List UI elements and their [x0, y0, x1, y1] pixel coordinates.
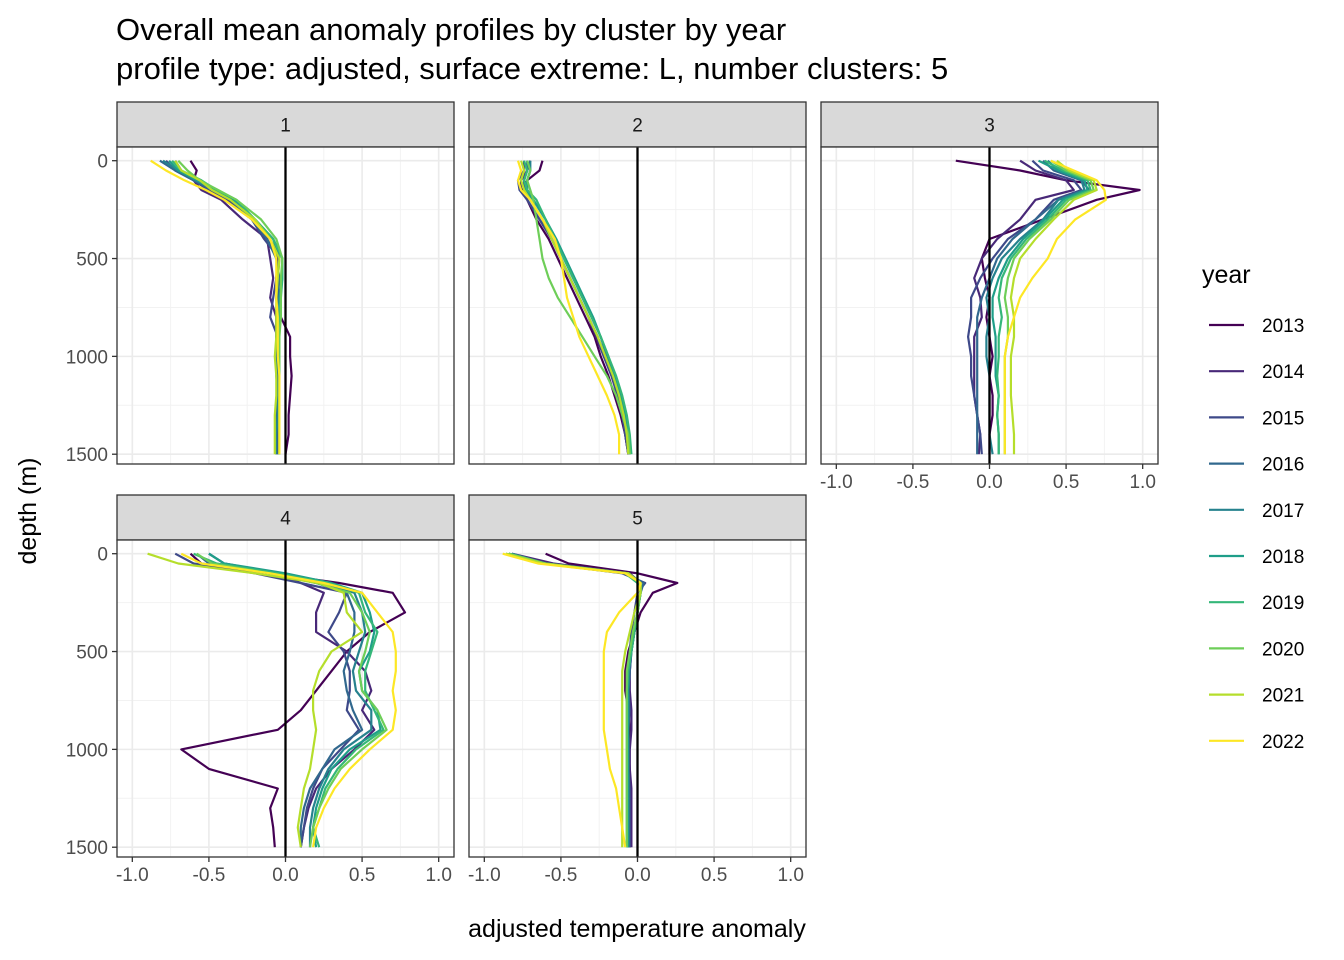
series-line-2021	[147, 552, 364, 848]
facet-panel-4: 4 0 500 1000 1500 -1.0 -0.5 0.0 0.5 1.0	[66, 494, 455, 886]
y-tick-label: 1500	[66, 445, 108, 466]
series-line-2022	[150, 159, 281, 455]
facet-panel-5: 5 -1.0 -0.5 0.0 0.5 1.0	[468, 494, 807, 886]
y-tick-label: 1000	[66, 347, 108, 368]
legend-label-2014: 2014	[1262, 362, 1305, 383]
series-line-2015	[174, 552, 361, 848]
series-line-2019	[996, 159, 1092, 455]
y-tick-label: 500	[76, 643, 108, 664]
legend: year 2013 2014 2015 2016 2017 2018 2019 2020 202…	[1202, 261, 1305, 753]
facet-strip-label: 3	[984, 116, 995, 137]
facet-panels: 1 0 500 1000 1500 2 3 -1.0 -0.5 0.0 0.5 1.0 4 0 500 100…	[66, 101, 1159, 886]
panel-border	[468, 146, 807, 465]
series-line-2021	[1009, 159, 1098, 455]
x-tick-label: -0.5	[193, 865, 226, 886]
legend-label-2020: 2020	[1262, 639, 1304, 660]
x-tick-label: 1.0	[777, 865, 803, 886]
chart-subtitle: profile type: adjusted, surface extreme:…	[116, 51, 948, 86]
x-tick-label: -1.0	[820, 472, 853, 493]
x-tick-label: 1.0	[425, 865, 451, 886]
series-line-2022	[1003, 159, 1108, 455]
facet-strip-label: 1	[280, 116, 291, 137]
series-line-2020	[526, 160, 631, 455]
x-tick-label: 1.0	[1129, 472, 1155, 493]
x-tick-label: 0.0	[624, 865, 650, 886]
x-tick-label: -0.5	[545, 865, 578, 886]
series-line-2022	[180, 552, 397, 848]
facet-strip-label: 5	[632, 509, 643, 530]
x-tick-label: 0.0	[272, 865, 298, 886]
legend-label-2022: 2022	[1262, 732, 1304, 753]
y-tick-label: 1500	[66, 838, 108, 859]
legend-label-2018: 2018	[1262, 547, 1304, 568]
series-line-2015	[966, 159, 1083, 455]
legend-label-2021: 2021	[1262, 686, 1304, 707]
y-axis-title: depth (m)	[14, 458, 42, 565]
chart-title: Overall mean anomaly profiles by cluster…	[116, 12, 786, 47]
x-tick-label: 0.5	[1053, 472, 1079, 493]
legend-label-2017: 2017	[1262, 501, 1304, 522]
legend-title: year	[1202, 261, 1251, 289]
facet-panel-2: 2	[468, 101, 807, 465]
facet-strip-label: 4	[280, 509, 291, 530]
x-tick-label: -1.0	[468, 865, 501, 886]
x-tick-label: -0.5	[897, 472, 930, 493]
x-tick-label: 0.5	[349, 865, 375, 886]
facet-strip	[116, 101, 455, 148]
legend-label-2019: 2019	[1262, 593, 1304, 614]
y-tick-label: 1000	[66, 740, 108, 761]
facet-strip-label: 2	[632, 116, 643, 137]
y-tick-label: 500	[76, 250, 108, 271]
x-tick-label: -1.0	[116, 865, 149, 886]
facet-strip	[116, 494, 455, 541]
panel-border	[116, 146, 455, 465]
series-line-2019	[522, 160, 633, 455]
x-tick-label: 0.0	[976, 472, 1002, 493]
facet-panel-1: 1 0 500 1000 1500	[66, 101, 455, 466]
legend-label-2015: 2015	[1262, 408, 1304, 429]
facet-strip	[468, 494, 807, 541]
y-tick-label: 0	[97, 545, 108, 566]
legend-label-2013: 2013	[1262, 316, 1304, 337]
x-tick-label: 0.5	[701, 865, 727, 886]
facet-panel-3: 3 -1.0 -0.5 0.0 0.5 1.0	[820, 101, 1159, 493]
x-axis-title: adjusted temperature anomaly	[468, 915, 806, 943]
legend-label-2016: 2016	[1262, 455, 1304, 476]
series-line-2013	[955, 159, 1141, 455]
facet-strip	[820, 101, 1159, 148]
y-tick-label: 0	[97, 152, 108, 173]
series-line-2021	[519, 160, 630, 455]
series-line-2022	[516, 160, 621, 455]
facet-strip	[468, 101, 807, 148]
